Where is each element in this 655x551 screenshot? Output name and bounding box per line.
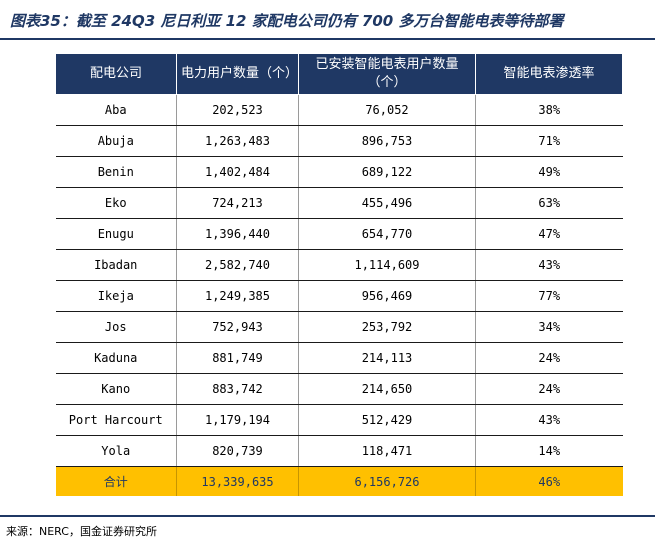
cell-metered-customers: 512,429 bbox=[298, 404, 476, 436]
smart-meter-table: 配电公司 电力用户数量（个） 已安装智能电表用户数量（个） 智能电表渗透率 Ab… bbox=[55, 53, 623, 496]
title-divider bbox=[0, 38, 655, 40]
column-header-penetration: 智能电表渗透率 bbox=[475, 53, 623, 95]
cell-customers: 724,213 bbox=[176, 187, 299, 219]
table-body: Aba 202,523 76,052 38% Abuja 1,263,483 896,753… bbox=[55, 94, 623, 496]
cell-customers: 881,749 bbox=[176, 342, 299, 374]
cell-penetration: 71% bbox=[475, 125, 623, 157]
cell-disco: Kaduna bbox=[55, 342, 177, 374]
cell-customers: 1,402,484 bbox=[176, 156, 299, 188]
cell-disco: Ikeja bbox=[55, 280, 177, 312]
cell-penetration: 49% bbox=[475, 156, 623, 188]
cell-penetration: 14% bbox=[475, 435, 623, 467]
total-cell-metered-customers: 6,156,726 bbox=[298, 466, 476, 496]
cell-disco: Kano bbox=[55, 373, 177, 405]
cell-metered-customers: 956,469 bbox=[298, 280, 476, 312]
total-cell-customers: 13,339,635 bbox=[176, 466, 299, 496]
cell-metered-customers: 689,122 bbox=[298, 156, 476, 188]
column-header-customers: 电力用户数量（个） bbox=[176, 53, 299, 95]
table-row: Aba 202,523 76,052 38% bbox=[55, 94, 623, 126]
table-row: Ikeja 1,249,385 956,469 77% bbox=[55, 280, 623, 312]
cell-penetration: 43% bbox=[475, 249, 623, 281]
table-header-row: 配电公司 电力用户数量（个） 已安装智能电表用户数量（个） 智能电表渗透率 bbox=[55, 53, 623, 95]
cell-customers: 1,179,194 bbox=[176, 404, 299, 436]
cell-disco: Port Harcourt bbox=[55, 404, 177, 436]
figure-title: 图表35：截至 24Q3 尼日利亚 12 家配电公司仍有 700 多万台智能电表… bbox=[10, 12, 564, 30]
cell-penetration: 63% bbox=[475, 187, 623, 219]
source-note: 来源：NERC，国金证券研究所 bbox=[6, 525, 157, 538]
cell-penetration: 47% bbox=[475, 218, 623, 250]
cell-metered-customers: 896,753 bbox=[298, 125, 476, 157]
cell-disco: Aba bbox=[55, 94, 177, 126]
cell-customers: 883,742 bbox=[176, 373, 299, 405]
cell-metered-customers: 76,052 bbox=[298, 94, 476, 126]
table-row: Enugu 1,396,440 654,770 47% bbox=[55, 218, 623, 250]
cell-customers: 202,523 bbox=[176, 94, 299, 126]
total-cell-disco: 合计 bbox=[55, 466, 177, 496]
cell-metered-customers: 214,113 bbox=[298, 342, 476, 374]
cell-disco: Abuja bbox=[55, 125, 177, 157]
cell-customers: 1,249,385 bbox=[176, 280, 299, 312]
cell-disco: Ibadan bbox=[55, 249, 177, 281]
table-row: Benin 1,402,484 689,122 49% bbox=[55, 156, 623, 188]
cell-penetration: 77% bbox=[475, 280, 623, 312]
table-row: Eko 724,213 455,496 63% bbox=[55, 187, 623, 219]
cell-penetration: 24% bbox=[475, 342, 623, 374]
table-row: Ibadan 2,582,740 1,114,609 43% bbox=[55, 249, 623, 281]
cell-customers: 2,582,740 bbox=[176, 249, 299, 281]
cell-metered-customers: 214,650 bbox=[298, 373, 476, 405]
cell-disco: Yola bbox=[55, 435, 177, 467]
cell-metered-customers: 455,496 bbox=[298, 187, 476, 219]
cell-metered-customers: 654,770 bbox=[298, 218, 476, 250]
cell-customers: 820,739 bbox=[176, 435, 299, 467]
cell-disco: Benin bbox=[55, 156, 177, 188]
cell-customers: 1,263,483 bbox=[176, 125, 299, 157]
table-row: Yola 820,739 118,471 14% bbox=[55, 435, 623, 467]
table-total-row: 合计 13,339,635 6,156,726 46% bbox=[55, 466, 623, 496]
cell-metered-customers: 253,792 bbox=[298, 311, 476, 343]
column-header-disco: 配电公司 bbox=[55, 53, 177, 95]
cell-disco: Enugu bbox=[55, 218, 177, 250]
cell-penetration: 34% bbox=[475, 311, 623, 343]
cell-metered-customers: 1,114,609 bbox=[298, 249, 476, 281]
cell-customers: 752,943 bbox=[176, 311, 299, 343]
table-row: Kano 883,742 214,650 24% bbox=[55, 373, 623, 405]
table-row: Port Harcourt 1,179,194 512,429 43% bbox=[55, 404, 623, 436]
cell-disco: Eko bbox=[55, 187, 177, 219]
cell-penetration: 38% bbox=[475, 94, 623, 126]
cell-customers: 1,396,440 bbox=[176, 218, 299, 250]
column-header-metered-customers: 已安装智能电表用户数量（个） bbox=[298, 53, 476, 95]
cell-penetration: 43% bbox=[475, 404, 623, 436]
cell-disco: Jos bbox=[55, 311, 177, 343]
total-cell-penetration: 46% bbox=[475, 466, 623, 496]
cell-metered-customers: 118,471 bbox=[298, 435, 476, 467]
table-row: Abuja 1,263,483 896,753 71% bbox=[55, 125, 623, 157]
cell-penetration: 24% bbox=[475, 373, 623, 405]
footer-divider bbox=[0, 515, 655, 517]
table-row: Kaduna 881,749 214,113 24% bbox=[55, 342, 623, 374]
table-row: Jos 752,943 253,792 34% bbox=[55, 311, 623, 343]
